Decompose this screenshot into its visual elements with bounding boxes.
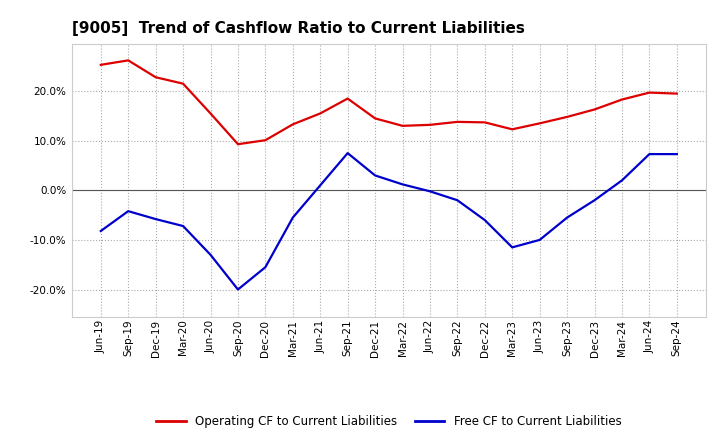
Legend: Operating CF to Current Liabilities, Free CF to Current Liabilities: Operating CF to Current Liabilities, Fre…: [151, 410, 626, 433]
Text: [9005]  Trend of Cashflow Ratio to Current Liabilities: [9005] Trend of Cashflow Ratio to Curren…: [72, 21, 525, 36]
